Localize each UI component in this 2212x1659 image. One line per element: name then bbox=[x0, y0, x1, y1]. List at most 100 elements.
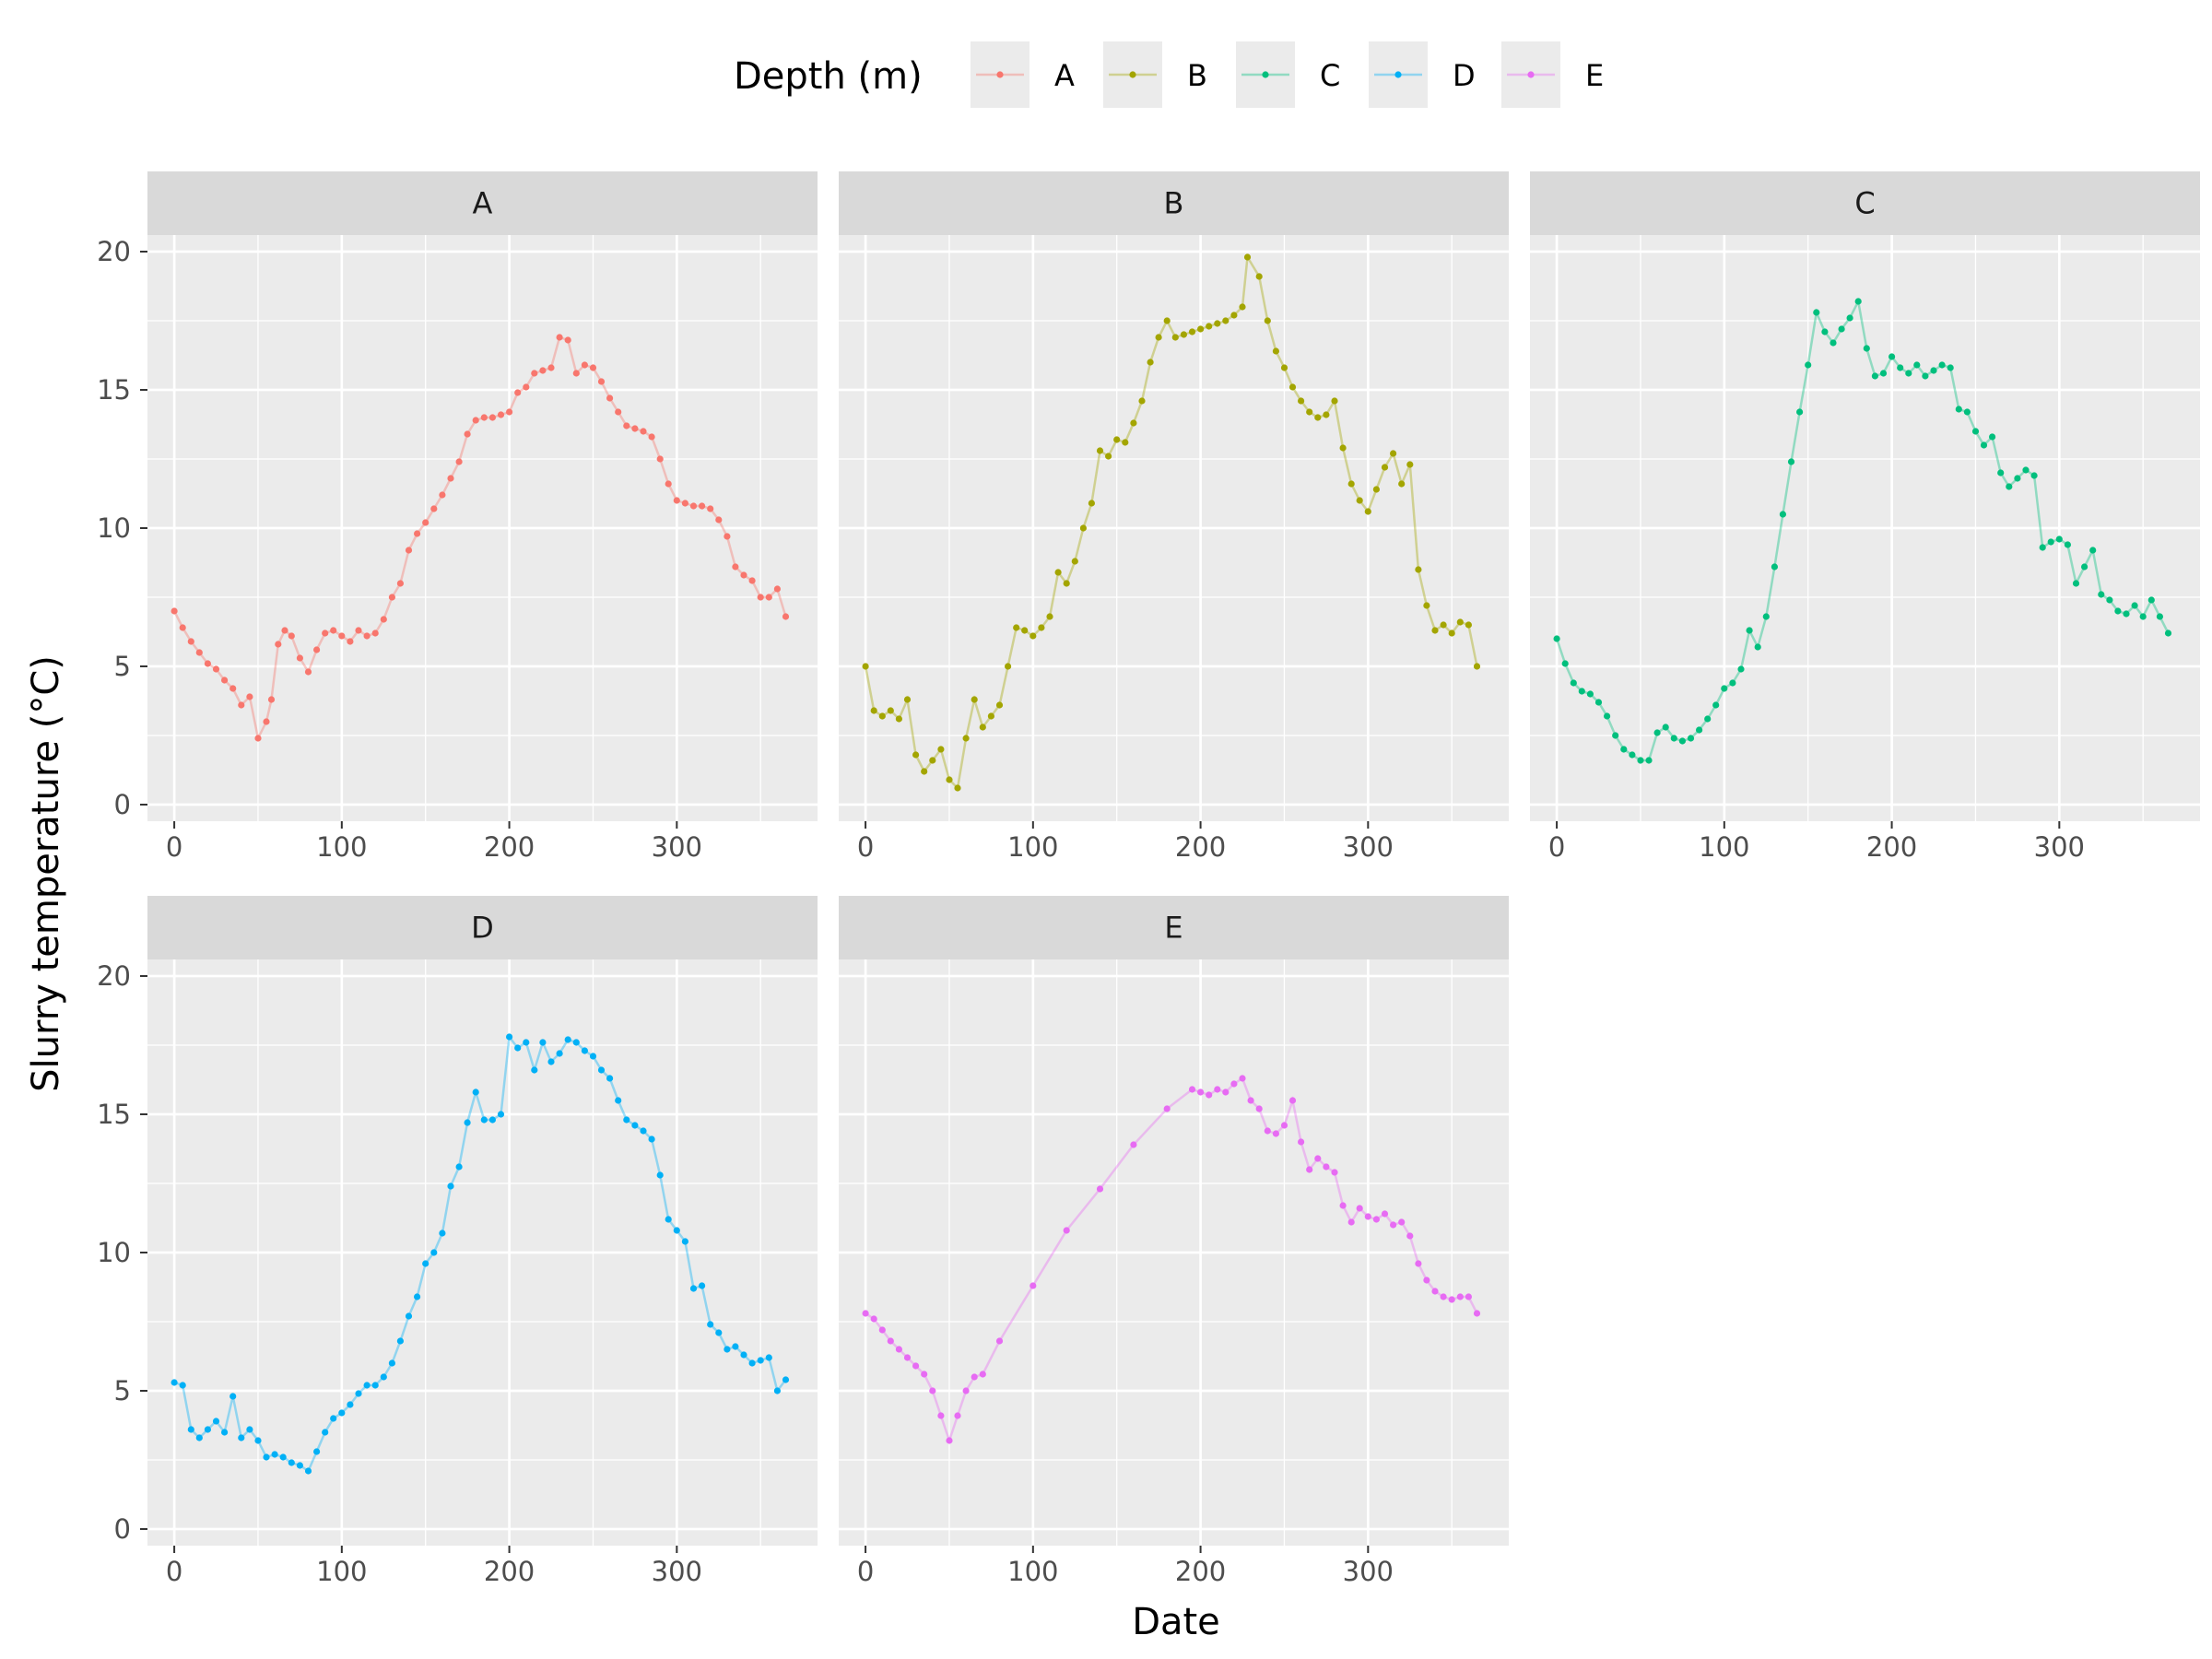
data-point bbox=[447, 1182, 454, 1190]
data-point bbox=[1897, 364, 1904, 371]
data-point bbox=[673, 1227, 680, 1234]
legend-key-point bbox=[1262, 71, 1269, 78]
data-point bbox=[1670, 735, 1677, 742]
data-point bbox=[330, 627, 337, 634]
data-point bbox=[1288, 383, 1297, 391]
x-tick-label: 100 bbox=[1699, 831, 1749, 863]
data-point bbox=[480, 1116, 488, 1124]
data-point bbox=[547, 1058, 555, 1065]
data-point bbox=[430, 505, 438, 512]
data-point bbox=[2047, 538, 2054, 546]
data-point bbox=[1214, 320, 1221, 327]
data-point bbox=[971, 696, 978, 703]
data-point bbox=[1863, 345, 1870, 352]
data-point bbox=[1805, 361, 1812, 369]
data-point bbox=[1997, 469, 2005, 477]
data-point bbox=[1298, 1138, 1305, 1146]
data-point bbox=[322, 629, 329, 637]
data-point bbox=[1390, 1221, 1397, 1229]
data-point bbox=[267, 696, 276, 703]
data-point bbox=[1314, 1155, 1322, 1162]
data-point bbox=[238, 701, 245, 709]
data-point bbox=[648, 1135, 655, 1143]
data-point bbox=[405, 547, 413, 554]
data-point bbox=[1030, 632, 1037, 640]
data-point bbox=[748, 1359, 756, 1367]
data-point bbox=[275, 641, 282, 648]
data-point bbox=[1473, 1310, 1481, 1317]
data-point bbox=[979, 724, 986, 731]
data-point bbox=[707, 1321, 714, 1328]
data-point bbox=[1653, 729, 1661, 736]
data-point bbox=[1339, 444, 1347, 452]
data-point bbox=[1230, 312, 1238, 319]
data-point bbox=[1746, 627, 1753, 634]
data-point bbox=[903, 696, 912, 703]
data-point bbox=[1372, 1216, 1380, 1223]
x-tick-label: 0 bbox=[166, 1556, 182, 1587]
legend: Depth (m) A B C D E bbox=[734, 41, 1604, 108]
data-point bbox=[1721, 685, 1728, 692]
data-point bbox=[773, 585, 782, 593]
legend-label: C bbox=[1320, 58, 1340, 93]
data-point bbox=[238, 1434, 245, 1441]
data-point bbox=[1553, 635, 1560, 642]
data-point bbox=[1255, 273, 1263, 280]
y-tick-label: 0 bbox=[114, 789, 131, 820]
data-point bbox=[912, 1362, 920, 1370]
y-tick-label: 5 bbox=[114, 1375, 131, 1406]
data-point bbox=[229, 685, 237, 692]
data-point bbox=[338, 1409, 346, 1417]
data-point bbox=[1754, 643, 1761, 651]
data-point bbox=[430, 1249, 438, 1256]
legend-label: E bbox=[1585, 58, 1604, 93]
data-point bbox=[631, 425, 639, 432]
data-point bbox=[2131, 602, 2138, 609]
data-point bbox=[1762, 613, 1770, 620]
data-point bbox=[1888, 353, 1896, 360]
data-point bbox=[1214, 1086, 1221, 1093]
data-point bbox=[1448, 629, 1455, 637]
data-point bbox=[1406, 461, 1414, 468]
data-point bbox=[472, 1088, 479, 1096]
data-point bbox=[523, 1039, 530, 1046]
data-point bbox=[1406, 1232, 1414, 1240]
data-point bbox=[1879, 370, 1888, 377]
x-tick-label: 0 bbox=[857, 1556, 874, 1587]
data-point bbox=[556, 334, 563, 341]
panel-e: E 0 100 200 300 bbox=[839, 896, 1509, 1587]
data-point bbox=[506, 1033, 513, 1041]
data-point bbox=[447, 475, 454, 482]
data-point bbox=[765, 1354, 772, 1361]
data-point bbox=[1938, 361, 1946, 369]
data-point bbox=[2139, 613, 2147, 620]
data-point bbox=[773, 1387, 782, 1394]
data-point bbox=[1678, 737, 1686, 745]
data-point bbox=[338, 632, 346, 640]
data-point bbox=[472, 417, 479, 424]
data-point bbox=[862, 1310, 869, 1317]
data-point bbox=[912, 751, 920, 759]
facet-strip-label: B bbox=[1164, 186, 1184, 221]
data-point bbox=[1971, 428, 1980, 435]
data-point bbox=[1280, 1122, 1288, 1129]
x-tick-label: 200 bbox=[484, 1556, 535, 1587]
data-point bbox=[388, 594, 395, 601]
data-point bbox=[1594, 699, 1603, 706]
legend-item-b: B bbox=[1103, 41, 1207, 108]
legend-item-c: C bbox=[1236, 41, 1340, 108]
data-point bbox=[1586, 690, 1594, 698]
data-point bbox=[1105, 453, 1112, 460]
data-point bbox=[212, 1418, 220, 1425]
legend-item-a: A bbox=[971, 41, 1075, 108]
data-point bbox=[707, 505, 714, 512]
data-point bbox=[195, 1434, 203, 1441]
data-point bbox=[921, 1371, 928, 1378]
data-point bbox=[355, 1390, 362, 1397]
data-point bbox=[1298, 397, 1305, 405]
legend-key-point bbox=[1527, 71, 1535, 78]
data-point bbox=[296, 654, 303, 662]
data-point bbox=[895, 715, 903, 723]
data-point bbox=[1323, 1163, 1330, 1171]
data-point bbox=[531, 1066, 538, 1074]
